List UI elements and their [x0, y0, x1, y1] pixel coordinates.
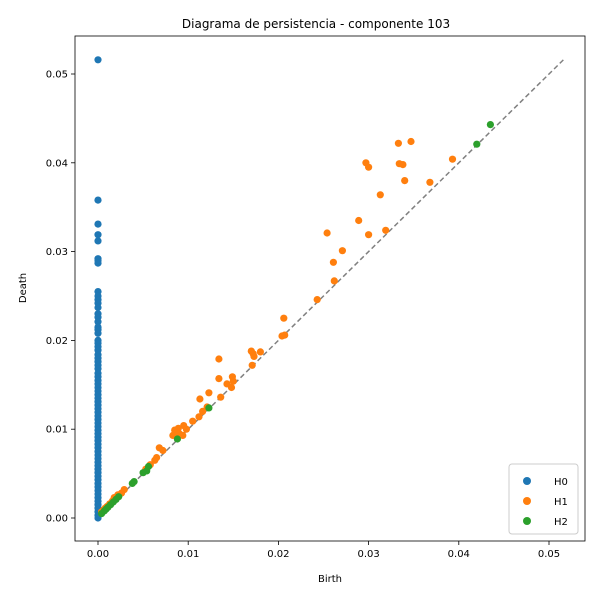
point-h1 [382, 226, 390, 234]
x-tick-label: 0.02 [267, 549, 289, 560]
y-tick-label: 0.03 [46, 247, 68, 258]
point-h1 [365, 163, 373, 171]
point-h1 [196, 395, 204, 403]
point-h1 [229, 377, 237, 385]
legend-marker-h1 [523, 497, 531, 505]
y-axis-title: Death [18, 273, 29, 303]
plot-frame [74, 35, 586, 542]
chart-title: Diagrama de persistencia - componente 10… [182, 17, 450, 31]
x-tick-label: 0.03 [357, 549, 379, 560]
y-tick-label: 0.02 [46, 336, 68, 347]
point-h2 [486, 121, 494, 129]
legend-marker-h0 [523, 477, 531, 485]
point-h1 [215, 355, 223, 363]
y-tick-label: 0.00 [46, 514, 68, 525]
point-h1 [151, 456, 159, 464]
point-h1 [426, 178, 434, 186]
point-h2 [139, 469, 147, 477]
y-tick-label: 0.05 [46, 70, 68, 81]
legend: H0 H1 H2 [508, 463, 579, 535]
point-h1 [256, 348, 264, 356]
point-h1 [330, 277, 338, 285]
legend-marker-h2 [523, 517, 531, 525]
point-h1 [215, 375, 223, 383]
point-h0 [94, 56, 102, 64]
series-h2 [98, 121, 494, 518]
x-tick-label: 0.04 [448, 549, 470, 560]
point-h1 [448, 155, 457, 163]
point-h1 [329, 258, 337, 266]
point-h0 [94, 303, 102, 312]
diagonal-line [97, 59, 564, 519]
point-h1 [394, 139, 402, 147]
point-h1 [248, 361, 256, 369]
point-h2 [128, 479, 136, 487]
point-h1 [280, 314, 288, 322]
point-h2 [173, 435, 181, 443]
point-h1 [338, 247, 346, 255]
point-h1 [399, 161, 407, 169]
y-axis: 0.00 0.01 0.02 0.03 0.04 0.05 [46, 70, 75, 525]
legend-label-h1: H1 [554, 497, 568, 508]
legend-label-h2: H2 [554, 517, 568, 528]
point-h1 [227, 383, 236, 392]
point-h2 [473, 140, 481, 148]
series-h1 [98, 137, 457, 516]
legend-label-h0: H0 [554, 477, 568, 488]
point-h0 [94, 237, 102, 245]
point-h1 [376, 191, 384, 199]
y-tick-label: 0.01 [46, 425, 68, 436]
y-tick-label: 0.04 [46, 158, 68, 169]
point-h1 [278, 332, 286, 340]
series-h0 [94, 56, 102, 522]
point-h1 [365, 231, 373, 239]
point-h2 [98, 509, 106, 518]
point-h1 [355, 216, 363, 225]
point-h0 [94, 318, 102, 326]
point-h1 [401, 177, 409, 185]
point-h2 [205, 404, 213, 412]
point-h1 [179, 431, 187, 439]
point-h1 [159, 446, 167, 455]
point-h0 [94, 329, 102, 337]
point-h0 [94, 196, 102, 204]
x-tick-label: 0.01 [177, 549, 199, 560]
x-axis-title: Birth [318, 574, 342, 585]
point-h1 [407, 137, 415, 146]
point-h1 [205, 389, 213, 397]
point-h0 [94, 220, 102, 228]
x-tick-label: 0.00 [87, 549, 109, 560]
x-axis: 0.00 0.01 0.02 0.03 0.04 0.05 [87, 541, 560, 560]
point-h1 [323, 229, 331, 237]
point-h1 [189, 417, 197, 425]
point-h0 [94, 231, 102, 239]
point-h0 [94, 259, 102, 267]
point-h1 [250, 352, 258, 360]
point-h1 [195, 413, 203, 421]
point-h1 [182, 425, 190, 433]
point-h1 [217, 393, 225, 401]
point-h1 [199, 407, 207, 415]
plot-area [94, 56, 564, 522]
point-h1 [313, 296, 321, 304]
x-tick-label: 0.05 [538, 549, 560, 560]
